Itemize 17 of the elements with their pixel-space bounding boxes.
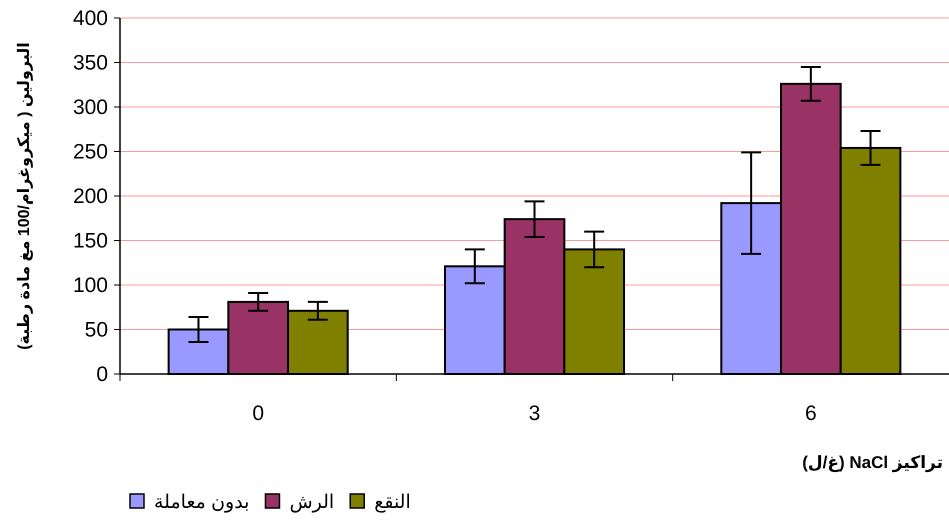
x-tick-label: 3 bbox=[528, 402, 540, 425]
y-tick-label: 50 bbox=[84, 318, 108, 342]
x-axis-title: تراكيز NaCl (غ/ل) bbox=[802, 453, 943, 473]
y-tick-label: 0 bbox=[96, 363, 108, 386]
x-tick-label: 6 bbox=[804, 402, 817, 425]
x-tick-label: 0 bbox=[252, 402, 264, 425]
y-tick-label: 200 bbox=[72, 185, 108, 208]
y-tick-label: 350 bbox=[72, 52, 108, 74]
y-tick-label: 100 bbox=[72, 274, 108, 297]
y-tick-label: 150 bbox=[72, 230, 108, 252]
y-tick-label: 400 bbox=[72, 7, 108, 30]
y-tick-label: 250 bbox=[72, 140, 108, 164]
legend-label: بدون معاملة bbox=[154, 492, 250, 513]
legend-label: النقع bbox=[374, 492, 411, 513]
y-axis-title: البرولين ( ميكروغرام/100 مغ مادة رطبة) bbox=[16, 42, 33, 350]
legend-label: الرش bbox=[289, 492, 334, 513]
y-tick-label: 300 bbox=[72, 96, 108, 119]
